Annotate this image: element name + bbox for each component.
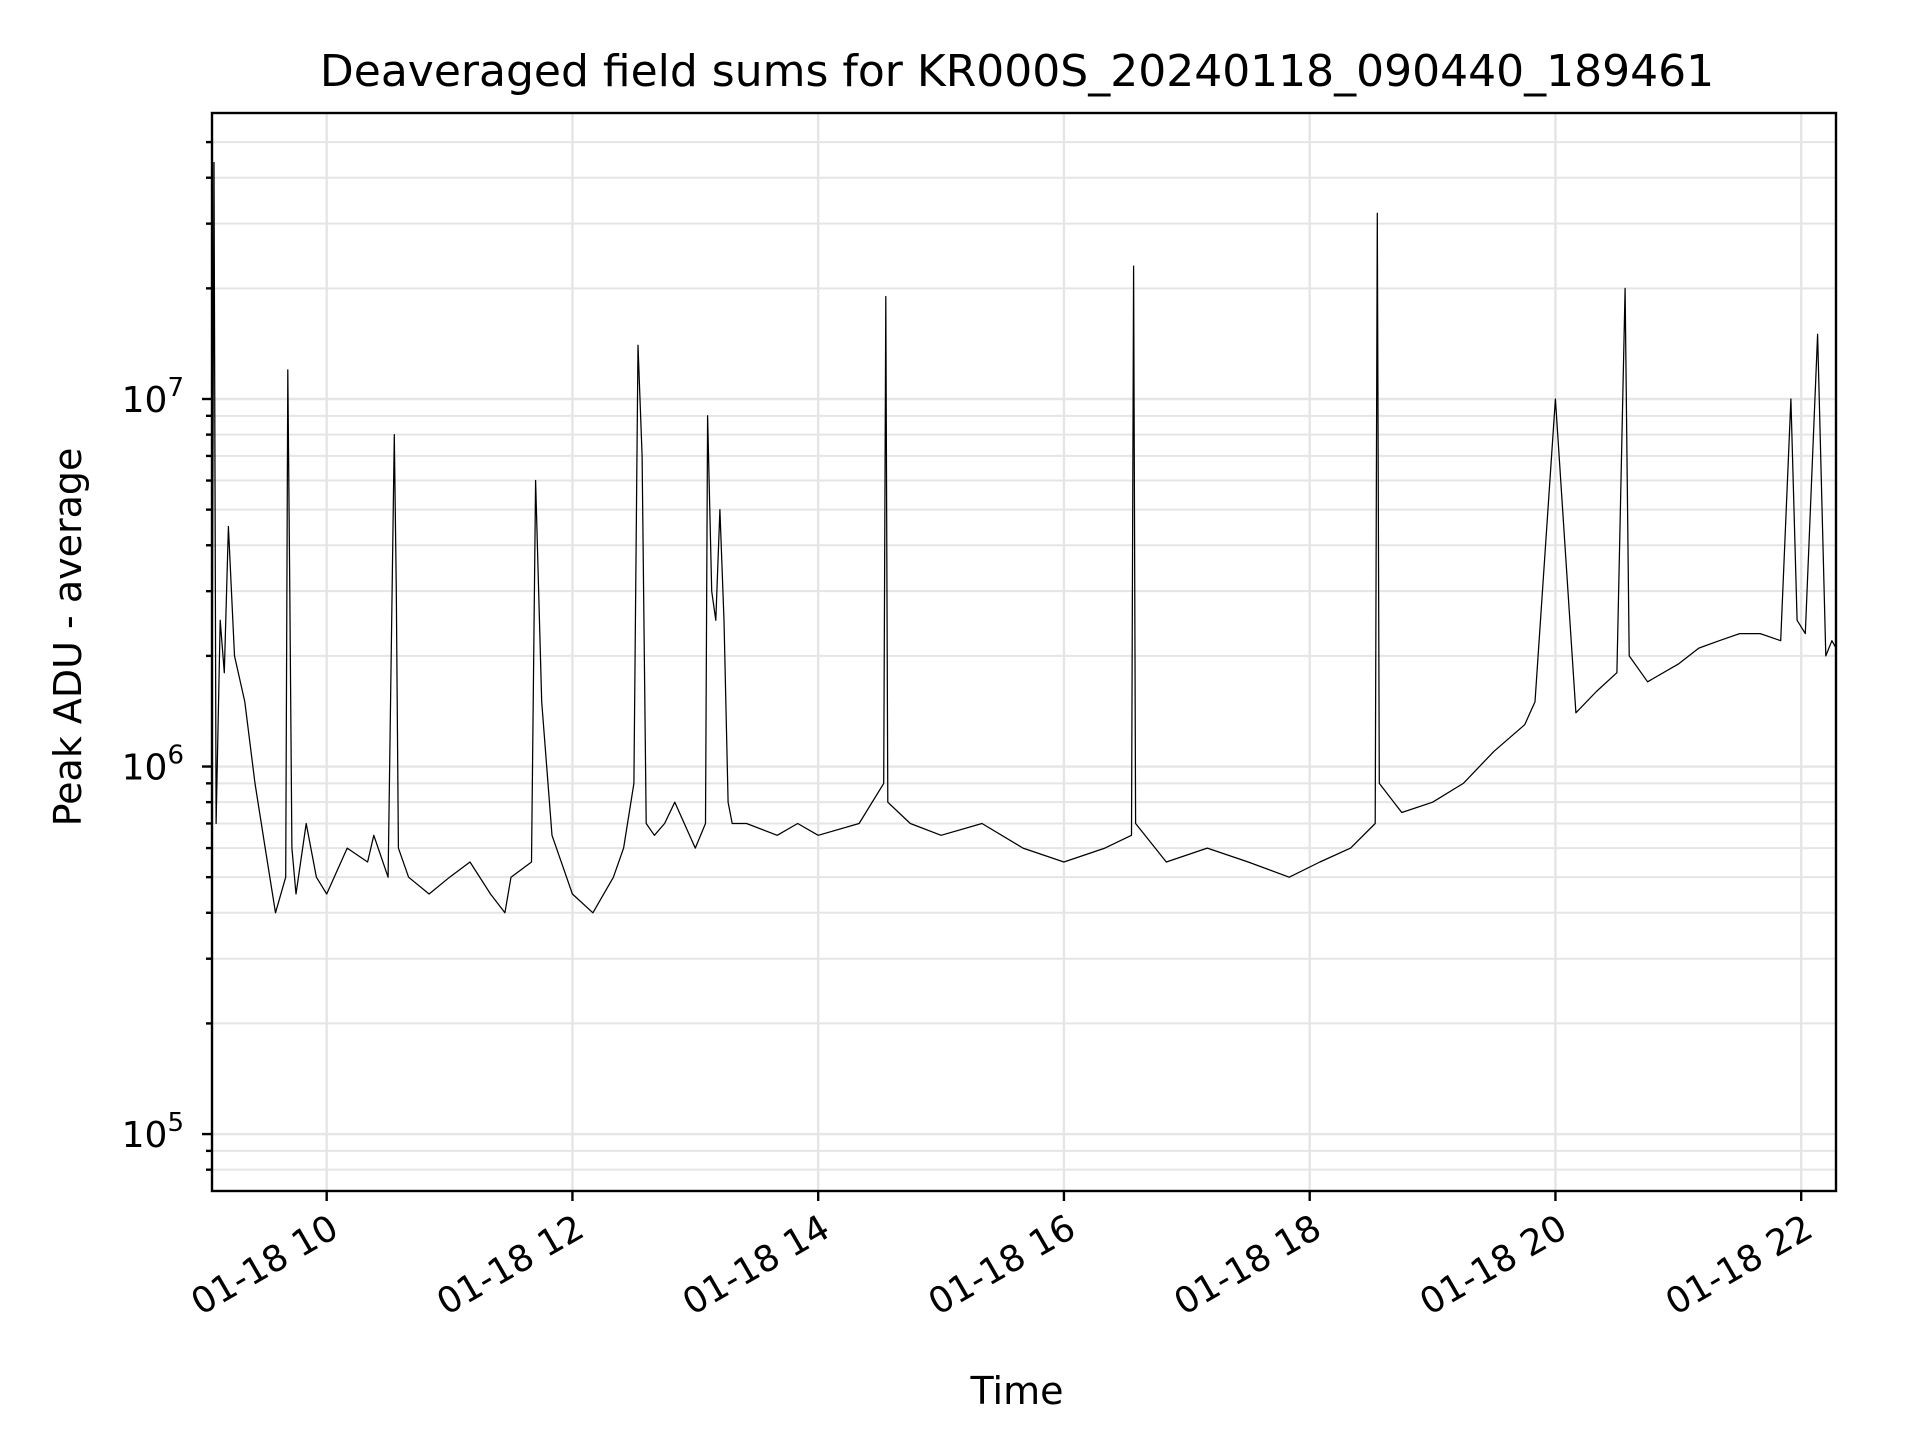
series-layer xyxy=(211,161,1837,914)
grid xyxy=(212,113,1836,1191)
x-tick-label: 01-18 10 xyxy=(185,1207,346,1323)
axes: 105 106 107 01-18 10 01-18 12 01-18 14 01-18 1… xyxy=(122,111,1838,1324)
x-tick-label: 01-18 14 xyxy=(676,1207,837,1323)
x-tick-label: 01-18 20 xyxy=(1413,1207,1574,1323)
x-tick-label: 01-18 12 xyxy=(430,1207,591,1323)
x-tick-label: 01-18 22 xyxy=(1659,1207,1820,1323)
y-tick-label: 105 xyxy=(122,1108,184,1156)
y-tick-label: 106 xyxy=(122,741,184,789)
plot-frame xyxy=(210,111,1838,1193)
series-line-0 xyxy=(211,161,1837,914)
y-axis-label: Peak ADU - average xyxy=(46,448,90,827)
y-tick-label: 107 xyxy=(122,373,184,421)
x-tick-label: 01-18 18 xyxy=(1168,1207,1329,1323)
x-tick-label: 01-18 16 xyxy=(922,1207,1083,1323)
chart-title: Deaveraged field sums for KR000S_2024011… xyxy=(320,46,1714,97)
x-axis-label: Time xyxy=(970,1369,1064,1413)
